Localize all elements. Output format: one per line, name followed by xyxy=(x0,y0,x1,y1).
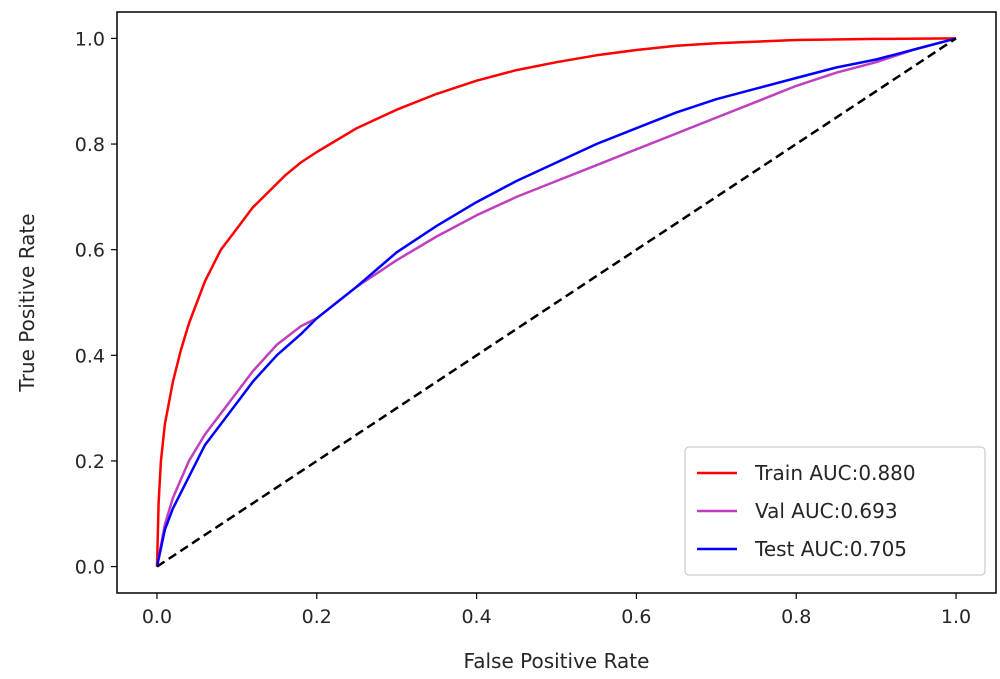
y-axis-label: True Positive Rate xyxy=(15,213,39,392)
plot-frame xyxy=(116,11,997,594)
y-tick-label: 0.8 xyxy=(75,134,105,156)
y-tick-label: 0.2 xyxy=(75,451,105,473)
legend-entry-label: Test AUC:0.705 xyxy=(754,537,907,561)
legend-box xyxy=(684,446,986,576)
y-tick-label: 1.0 xyxy=(75,28,105,50)
x-axis-label: False Positive Rate xyxy=(464,649,650,673)
ticks-layer: 0.0 0.2 0.4 0.6 0.8 1.0 0.0 0.2 0.4 0.6 0.8 1.0 xyxy=(75,28,971,628)
legend-entry-label: Train AUC:0.880 xyxy=(754,461,916,485)
x-tick-label: 0.6 xyxy=(621,606,651,628)
chance-diagonal-line xyxy=(156,37,957,568)
y-tick-label: 0.0 xyxy=(75,557,105,579)
legend: Train AUC:0.880 Val AUC:0.693 Test AUC:0.7… xyxy=(684,446,986,576)
x-tick-label: 0.2 xyxy=(302,606,332,628)
legend-entry-label: Val AUC:0.693 xyxy=(755,499,898,523)
series-line-1 xyxy=(155,37,957,567)
x-tick-label: 0.8 xyxy=(781,606,811,628)
x-tick-label: 0.4 xyxy=(461,606,491,628)
y-tick-label: 0.4 xyxy=(75,345,105,367)
series-line-0 xyxy=(155,37,957,567)
y-tick-label: 0.6 xyxy=(75,240,105,262)
x-tick-label: 0.0 xyxy=(142,606,172,628)
series-layer xyxy=(155,37,957,568)
x-tick-label: 1.0 xyxy=(941,606,971,628)
series-line-2 xyxy=(155,37,957,567)
